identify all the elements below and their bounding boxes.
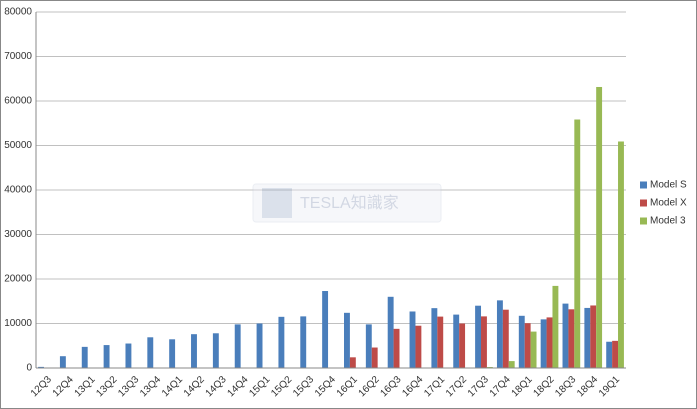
bar <box>496 300 503 368</box>
bar <box>618 141 624 368</box>
bar <box>387 296 394 368</box>
y-tick-label: 80000 <box>4 7 32 18</box>
watermark-text: TESLA知識家 <box>300 194 399 212</box>
bar <box>212 333 219 368</box>
bar <box>59 356 66 368</box>
bar <box>125 343 132 368</box>
watermark-icon <box>262 188 292 218</box>
bar <box>431 308 438 368</box>
bar <box>540 319 547 368</box>
bar <box>415 325 422 368</box>
bar <box>606 341 613 368</box>
bar <box>103 345 110 368</box>
legend-label: Model 3 <box>650 216 686 227</box>
bar <box>393 328 400 368</box>
bar <box>322 291 329 368</box>
bar <box>596 86 603 369</box>
bar <box>349 357 356 368</box>
bar <box>344 312 350 368</box>
bar <box>562 303 569 368</box>
bar <box>191 334 197 368</box>
bar <box>437 316 444 368</box>
bar <box>530 331 537 368</box>
y-tick-label: 0 <box>26 363 32 374</box>
y-tick-label: 30000 <box>4 229 32 240</box>
bar <box>81 346 88 368</box>
legend-label: Model S <box>650 180 687 191</box>
bar <box>409 311 416 368</box>
bar <box>524 323 531 368</box>
watermark-box <box>252 183 442 223</box>
bar <box>38 366 44 368</box>
bar <box>365 324 372 368</box>
legend-label: Model X <box>650 198 687 209</box>
bar <box>508 361 515 368</box>
bar <box>459 323 466 368</box>
legend-swatch <box>640 217 647 225</box>
bar <box>502 309 509 368</box>
bar <box>574 119 581 369</box>
bar <box>278 316 285 368</box>
y-tick-label: 50000 <box>4 140 32 151</box>
bar <box>568 309 575 368</box>
bar <box>234 324 241 368</box>
bar <box>371 347 378 368</box>
bar <box>552 285 559 368</box>
y-tick-label: 10000 <box>4 318 32 329</box>
bar <box>584 307 591 368</box>
bar <box>590 305 597 368</box>
bar <box>518 315 525 368</box>
y-tick-label: 60000 <box>4 96 32 107</box>
bar <box>481 316 487 368</box>
watermark: TESLA知識家 <box>252 183 442 223</box>
bar <box>147 337 154 368</box>
bar <box>453 314 460 368</box>
legend-swatch <box>640 181 647 189</box>
y-tick-label: 20000 <box>4 274 32 285</box>
bar <box>256 323 263 368</box>
bar <box>612 340 619 368</box>
bar <box>169 339 176 368</box>
y-tick-label: 70000 <box>4 51 32 62</box>
bar <box>475 305 482 368</box>
bar <box>300 316 307 368</box>
y-tick-label: 40000 <box>4 185 32 196</box>
bar <box>546 317 553 368</box>
legend-swatch <box>640 199 647 207</box>
